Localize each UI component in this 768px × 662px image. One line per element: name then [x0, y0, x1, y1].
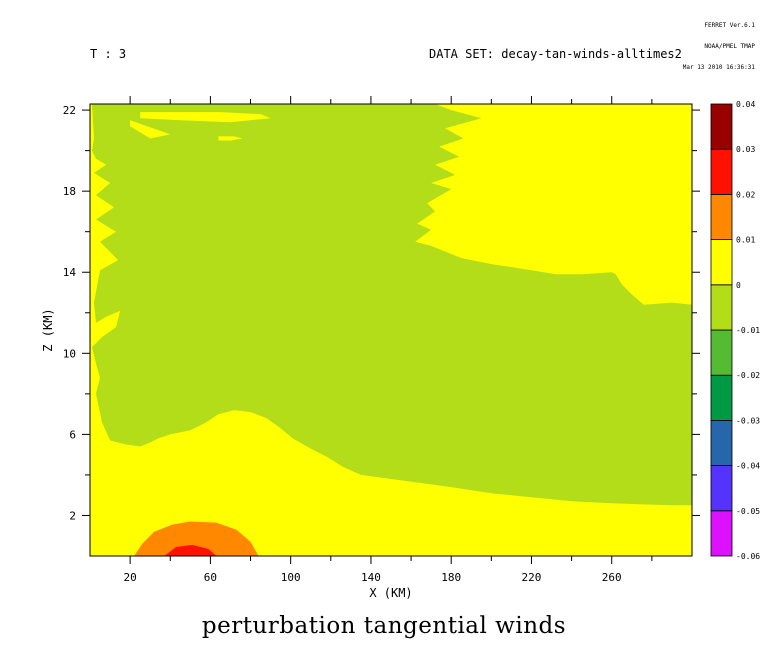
colorbar-label: 0 [736, 281, 741, 290]
chart-title: perturbation tangential winds [201, 613, 567, 639]
x-tick-label: 20 [124, 571, 137, 584]
colorbar-label: -0.01 [736, 326, 760, 335]
colorbar-label: -0.05 [736, 507, 760, 516]
y-tick-label: 14 [63, 266, 77, 279]
ferret-version-stamp: FERRET Ver.6.1 NOAA/PMEL TMAP Mar 13 201… [650, 8, 755, 85]
x-tick-label: 140 [361, 571, 381, 584]
contour-region-6 [134, 521, 259, 556]
colorbar-swatch [710, 374, 733, 421]
colorbar-label: 0.03 [736, 145, 755, 154]
y-tick-label: 18 [63, 185, 76, 198]
y-axis-label: Z (KM) [41, 308, 55, 351]
colorbar-swatch [710, 465, 733, 512]
y-tick-label: 22 [63, 104, 76, 117]
colorbar-swatch [710, 148, 733, 195]
colorbar: -0.06 -0.05 -0.04 -0.03 -0.02 -0.01 0 0.01 0.02 0… [710, 100, 760, 561]
colorbar-label: 0.01 [736, 236, 755, 245]
x-tick-label: 220 [522, 571, 542, 584]
x-axis-label: X (KM) [369, 586, 412, 600]
colorbar-label: -0.02 [736, 371, 760, 380]
stamp-line-1: FERRET Ver.6.1 [704, 22, 755, 29]
contour-region-2 [130, 120, 171, 139]
contour-region-3 [140, 112, 271, 123]
time-label: T : 3 [90, 47, 127, 61]
contour-region-4 [218, 136, 243, 141]
colorbar-swatch [710, 103, 733, 150]
colorbar-swatch [710, 329, 733, 376]
stamp-line-3: Mar 13 2010 16:36:31 [682, 64, 755, 71]
colorbar-swatch [710, 510, 733, 557]
colorbar-label: -0.04 [736, 462, 760, 471]
x-tick-label: 60 [204, 571, 217, 584]
colorbar-swatch [710, 239, 733, 286]
x-tick-label: 260 [602, 571, 622, 584]
y-tick-label: 10 [63, 347, 76, 360]
dataset-label: DATA SET: decay-tan-winds-alltimes2 [429, 47, 682, 61]
x-tick-label: 100 [281, 571, 301, 584]
y-tick-label: 2 [69, 509, 76, 522]
x-tick-label: 180 [441, 571, 461, 584]
plot-frame [89, 103, 693, 557]
axes: 20 60 100 140 180 220 260 2 6 10 14 18 22 X (KM) Z (KM… [41, 96, 700, 600]
colorbar-swatch [710, 284, 733, 331]
y-tick-label: 6 [69, 428, 76, 441]
contour-region-5 [671, 120, 692, 131]
colorbar-label: 0.04 [736, 100, 755, 109]
colorbar-swatch [710, 419, 733, 466]
colorbar-swatch [710, 193, 733, 240]
contour-region-1 [92, 104, 692, 506]
plot-area [90, 104, 692, 556]
colorbar-label: -0.03 [736, 416, 760, 425]
colorbar-label: -0.06 [736, 552, 760, 561]
contour-region-7 [164, 544, 217, 556]
stamp-line-2: NOAA/PMEL TMAP [704, 43, 755, 50]
colorbar-label: 0.02 [736, 190, 755, 199]
